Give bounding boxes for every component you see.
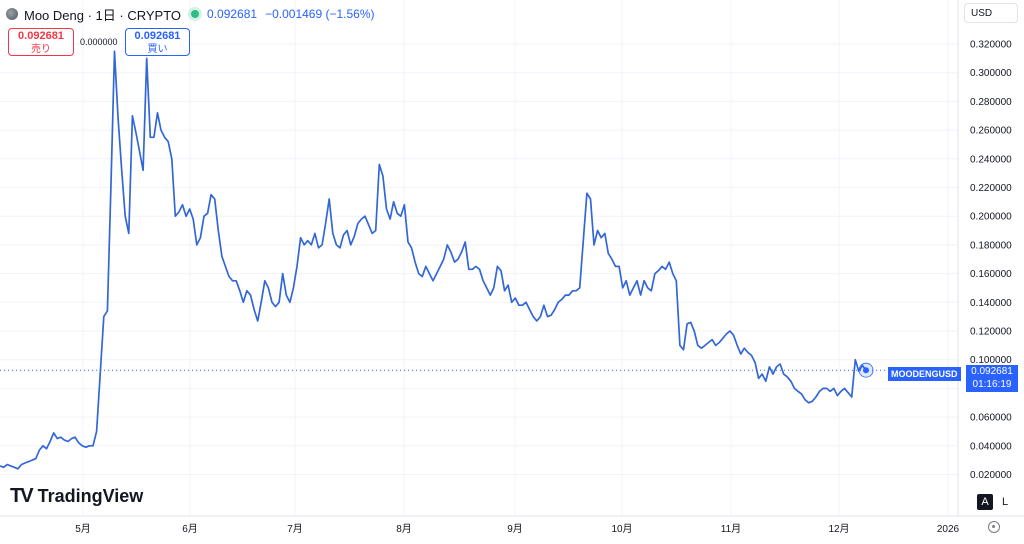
y-tick-label: 0.300000 [970,68,1012,79]
x-tick-label: 12月 [828,523,849,535]
sell-label: 売り [31,44,51,55]
log-scale-button[interactable]: L [1001,496,1009,508]
change-value: −0.001469 (−1.56%) [265,7,375,21]
last-price-tag-value: 0.092681 [971,366,1013,377]
series-line [0,50,867,470]
y-tick-label: 0.200000 [970,212,1012,223]
last-price-value: 0.092681 [207,7,258,21]
time-axis[interactable]: 5月 6月 7月 8月 9月 10月 11月 12月 2026 [75,523,959,535]
tradingview-logo-icon: TV [10,485,34,507]
tradingview-logo[interactable]: TV TradingView [10,485,143,508]
gear-icon[interactable] [988,521,1000,533]
x-tick-label: 11月 [721,523,741,535]
coin-icon [6,8,18,20]
x-tick-label: 7月 [287,523,303,535]
buy-label: 買い [147,44,168,55]
y-tick-label: 0.140000 [970,298,1012,309]
logo-text: TradingView [37,486,144,506]
chart-grid [0,0,958,516]
symbol-header: Moo Deng · 1日 · CRYPTO 0.092681 −0.00146… [6,4,375,24]
y-tick-label: 0.180000 [970,240,1012,251]
market-status-icon [191,10,200,18]
auto-scale-button[interactable]: A [977,494,993,510]
currency-select[interactable]: USD [964,3,1018,23]
scale-buttons: A L [977,494,1013,510]
symbol-tag: MOODENGUSD [888,367,961,381]
price-axis[interactable]: 0.0200000.0400000.0600000.0800000.100000… [970,40,1012,482]
x-tick-label: 2026 [937,524,960,535]
sell-button[interactable]: 0.092681 売り [8,28,74,56]
y-tick-label: 0.020000 [970,470,1012,481]
y-tick-label: 0.100000 [970,355,1012,366]
x-tick-label: 10月 [611,523,632,535]
spread-value: 0.000000 [80,37,118,47]
y-tick-label: 0.060000 [970,413,1012,424]
symbol-title[interactable]: Moo Deng · 1日 · CRYPTO [24,7,182,23]
x-tick-label: 8月 [396,523,412,535]
last-price-tag: 0.092681 01:16:19 [966,365,1018,392]
y-tick-label: 0.280000 [970,97,1012,108]
countdown-value: 01:16:19 [972,379,1012,390]
x-tick-label: 9月 [507,523,523,535]
y-tick-label: 0.220000 [970,183,1012,194]
x-tick-label: 5月 [75,523,91,535]
x-tick-label: 6月 [182,523,198,535]
buy-button[interactable]: 0.092681 買い [125,28,190,56]
buy-price: 0.092681 [134,30,181,42]
y-tick-label: 0.040000 [970,441,1012,452]
y-tick-label: 0.240000 [970,154,1012,165]
y-tick-label: 0.320000 [970,40,1012,51]
y-tick-label: 0.160000 [970,269,1012,280]
y-tick-label: 0.260000 [970,126,1012,137]
sell-price: 0.092681 [18,30,64,42]
y-tick-label: 0.120000 [970,327,1012,338]
last-point [863,367,869,374]
